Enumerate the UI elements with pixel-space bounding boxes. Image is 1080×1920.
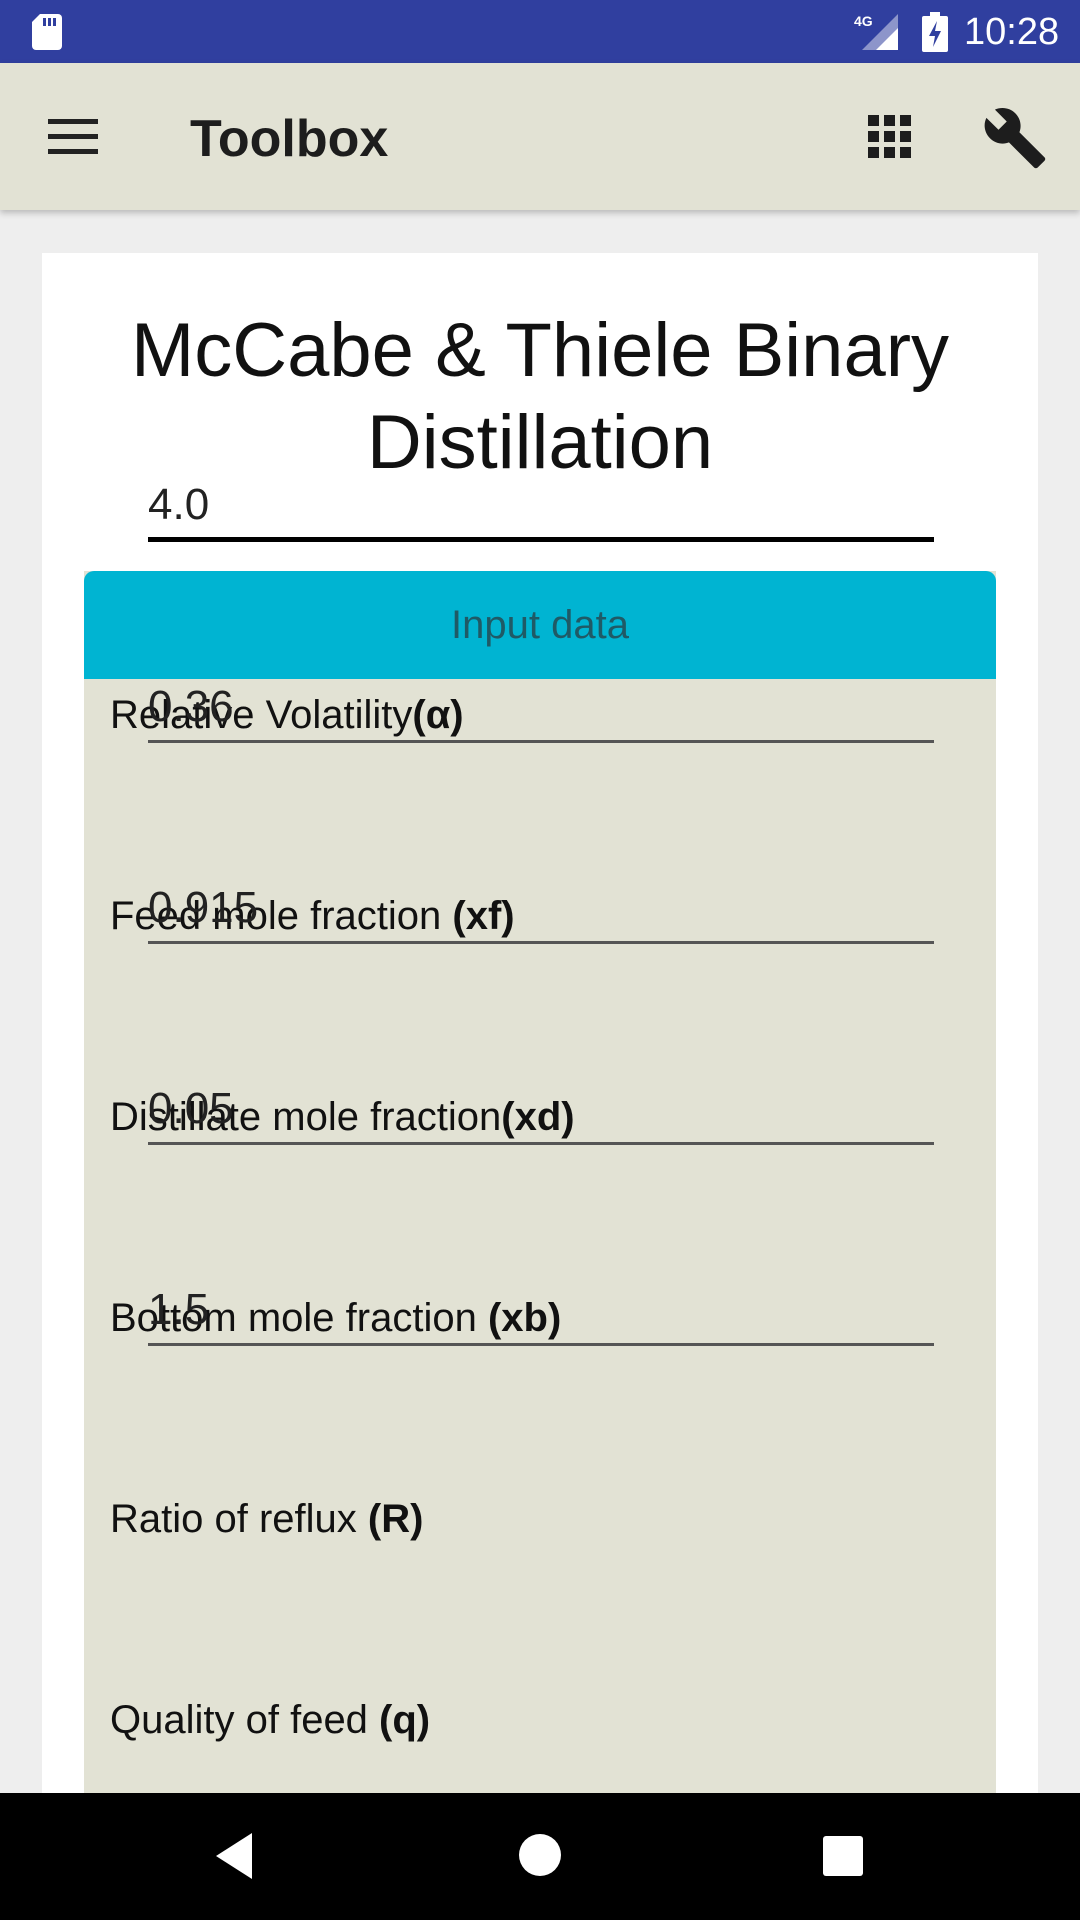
- content-card: McCabe & Thiele Binary Distillation Inpu…: [42, 253, 1038, 1821]
- page-title-line-1: McCabe & Thiele Binary: [130, 308, 950, 393]
- battery-charging-icon: [922, 12, 948, 52]
- system-nav-bar: [0, 1793, 1080, 1920]
- app-title: Toolbox: [190, 110, 389, 168]
- app-bar: Toolbox: [0, 63, 1080, 210]
- apps-grid-icon[interactable]: [868, 115, 912, 159]
- panel-header-label: Input data: [451, 603, 629, 647]
- wrench-icon[interactable]: [982, 105, 1048, 171]
- reflux-ratio-label: Ratio of reflux (R): [110, 1497, 424, 1541]
- network-type-label: 4G: [854, 13, 873, 29]
- distillate-mole-fraction-input[interactable]: [148, 874, 934, 944]
- reflux-ratio-input[interactable]: [148, 1276, 934, 1346]
- panel-header[interactable]: Input data: [84, 571, 996, 679]
- page-title: McCabe & Thiele Binary Distillation: [42, 305, 1038, 489]
- signal-icon: 4G: [854, 13, 898, 50]
- feed-quality-label: Quality of feed (q): [110, 1698, 431, 1742]
- sd-card-icon: [32, 14, 62, 50]
- back-icon[interactable]: [212, 1831, 258, 1881]
- home-icon[interactable]: [518, 1833, 562, 1877]
- feed-mole-fraction-input[interactable]: [148, 673, 934, 743]
- status-bar: 4G 10:28: [0, 0, 1080, 63]
- input-data-panel: Input data Relative Volatility(α) Feed m…: [84, 472, 996, 1821]
- status-clock: 10:28: [964, 11, 1060, 53]
- recent-apps-icon[interactable]: [823, 1836, 863, 1876]
- bottom-mole-fraction-input[interactable]: [148, 1075, 934, 1145]
- relative-volatility-input[interactable]: [148, 472, 934, 542]
- menu-icon[interactable]: [40, 113, 106, 163]
- page-title-line-2: Distillation: [366, 400, 714, 485]
